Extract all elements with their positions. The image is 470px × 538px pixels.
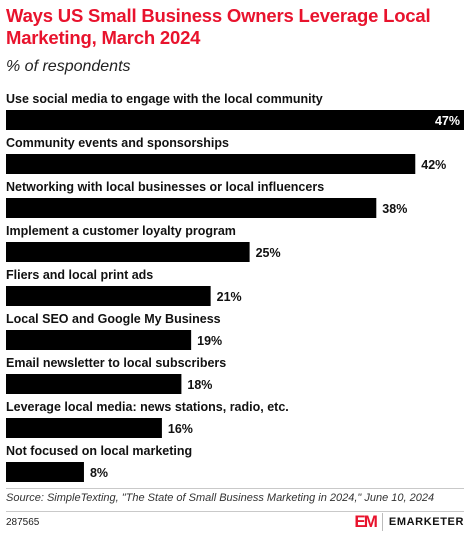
value-label: 21%	[217, 290, 242, 304]
value-label: 16%	[168, 422, 193, 436]
chart-id: 287565	[6, 517, 40, 528]
bar	[6, 154, 416, 174]
value-label: 25%	[256, 246, 281, 260]
value-label: 47%	[435, 114, 460, 128]
source-note: Source: SimpleTexting, "The State of Sma…	[6, 492, 435, 504]
bar-chart: Use social media to engage with the loca…	[6, 92, 464, 482]
value-label: 18%	[187, 378, 212, 392]
value-label: 38%	[382, 202, 407, 216]
bar	[6, 242, 250, 262]
brand-mark-icon: EM	[354, 513, 383, 531]
category-label: Local SEO and Google My Business	[6, 312, 221, 326]
footer-divider-bottom	[6, 511, 464, 512]
bar	[6, 330, 192, 350]
bar	[6, 198, 377, 218]
value-label: 42%	[421, 158, 446, 172]
value-label: 19%	[197, 334, 222, 348]
category-label: Implement a customer loyalty program	[6, 224, 236, 238]
category-label: Networking with local businesses or loca…	[6, 180, 324, 194]
bar	[6, 418, 162, 438]
bar	[6, 374, 182, 394]
category-label: Community events and sponsorships	[6, 136, 229, 150]
category-label: Email newsletter to local subscribers	[6, 356, 226, 370]
chart-title: Ways US Small Business Owners Leverage L…	[6, 5, 431, 48]
bar	[6, 110, 464, 130]
category-label: Not focused on local marketing	[6, 444, 192, 458]
brand-name: EMARKETER	[388, 516, 464, 528]
category-label: Use social media to engage with the loca…	[6, 92, 323, 106]
bar	[6, 462, 84, 482]
category-label: Leverage local media: news stations, rad…	[6, 400, 289, 414]
value-label: 8%	[90, 466, 108, 480]
category-label: Fliers and local print ads	[6, 268, 153, 282]
chart-subtitle: % of respondents	[6, 58, 131, 75]
brand-logo: EM EMARKETER	[354, 513, 464, 531]
footer-divider	[6, 488, 464, 489]
bar	[6, 286, 211, 306]
